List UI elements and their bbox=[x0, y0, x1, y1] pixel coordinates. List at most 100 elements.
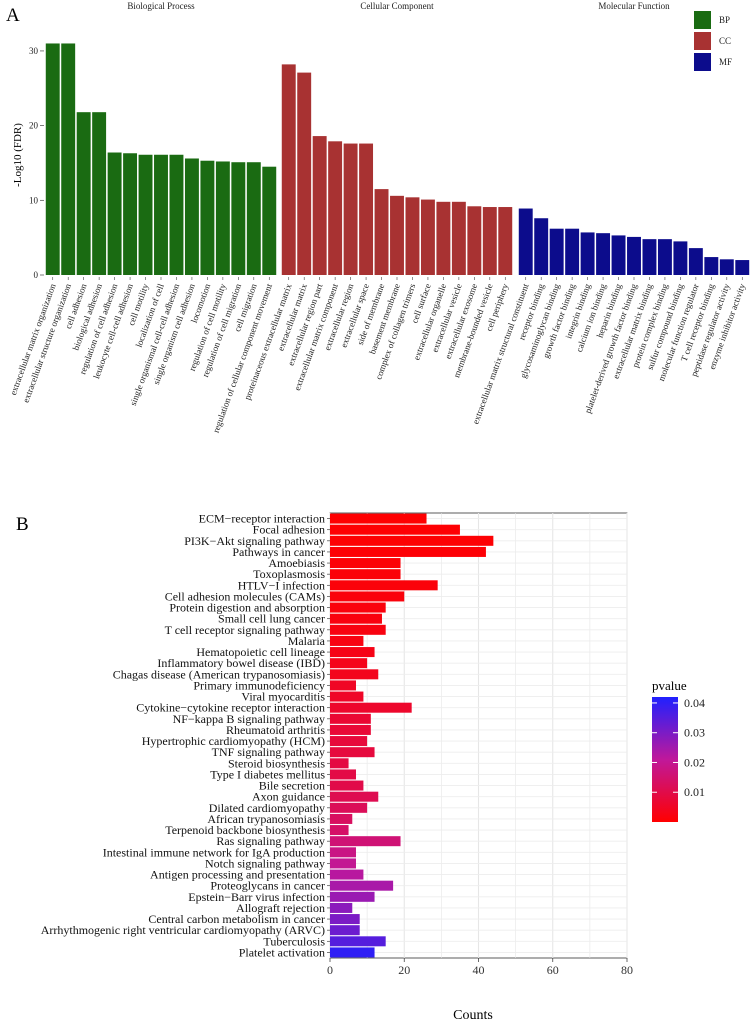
go-bar bbox=[735, 260, 750, 275]
pathway-label: Protein digestion and absorption bbox=[169, 601, 325, 615]
go-bar bbox=[312, 136, 327, 275]
pathway-bar bbox=[330, 713, 371, 724]
pathway-bar bbox=[330, 758, 349, 769]
pathway-bar bbox=[330, 780, 364, 791]
panel-a-legend: BP CC MF bbox=[694, 11, 732, 71]
pathway-label: ECM−receptor interaction bbox=[199, 512, 325, 526]
pathway-bar bbox=[330, 613, 382, 624]
x-tick-label: 60 bbox=[547, 963, 559, 977]
go-bar bbox=[565, 228, 580, 275]
panel-b-bars bbox=[330, 513, 494, 958]
pathway-label: TNF signaling pathway bbox=[212, 745, 325, 759]
go-bar bbox=[262, 166, 277, 275]
pathway-label: African trypanosomiasis bbox=[207, 812, 325, 826]
pathway-bar bbox=[330, 802, 368, 813]
pathway-bar bbox=[330, 669, 379, 680]
go-bar bbox=[657, 239, 672, 275]
pathway-label: Type I diabetes mellitus bbox=[210, 767, 325, 781]
pathway-bar bbox=[330, 936, 386, 947]
go-bar bbox=[154, 154, 168, 275]
go-bar bbox=[673, 241, 688, 275]
go-bar bbox=[343, 143, 358, 275]
pathway-bar bbox=[330, 635, 364, 646]
pathway-label: Central carbon metabolism in cancer bbox=[148, 912, 325, 926]
go-bar bbox=[123, 153, 138, 275]
pathway-bar bbox=[330, 891, 375, 902]
pathway-label: Tuberculosis bbox=[263, 934, 325, 948]
go-bar bbox=[627, 236, 641, 275]
pathway-bar bbox=[330, 624, 386, 635]
pathway-label: Platelet activation bbox=[239, 945, 325, 959]
x-tick-label: 80 bbox=[621, 963, 633, 977]
pathway-bar bbox=[330, 658, 368, 669]
go-bar bbox=[518, 208, 533, 275]
pathway-label: Primary immunodeficiency bbox=[193, 678, 325, 692]
pathway-label: Rheumatoid arthritis bbox=[226, 723, 325, 737]
go-bar bbox=[688, 248, 703, 275]
pathway-label: HTLV−I infection bbox=[238, 578, 325, 592]
pathway-bar bbox=[330, 602, 386, 613]
legend-label: CC bbox=[719, 36, 731, 46]
go-bar bbox=[405, 197, 420, 275]
pathway-bar bbox=[330, 535, 494, 546]
go-bar bbox=[169, 154, 184, 275]
pathway-label: Toxoplasmosis bbox=[253, 567, 325, 581]
pathway-bar bbox=[330, 680, 356, 691]
pvalue-colorbar: pvalue 0.04 0.03 0.02 0.01 bbox=[652, 678, 705, 822]
pathway-bar bbox=[330, 836, 401, 847]
go-bar bbox=[451, 201, 466, 275]
pathway-label: Amoebiasis bbox=[268, 556, 325, 570]
facet-title: Molecular Function bbox=[598, 1, 670, 11]
pathway-label: Axon guidance bbox=[252, 790, 325, 804]
pathway-bar bbox=[330, 880, 394, 891]
pathway-bar bbox=[330, 513, 427, 524]
colorbar-tick-label: 0.02 bbox=[684, 755, 705, 769]
pathway-label: Cell adhesion molecules (CAMs) bbox=[165, 589, 325, 603]
panel-b-x-axis-label: Counts bbox=[453, 1008, 493, 1023]
panel-a-y-axis-label: -Log10 (FDR) bbox=[12, 123, 24, 187]
pathway-label: PI3K−Akt signaling pathway bbox=[184, 534, 325, 548]
pathway-bar bbox=[330, 558, 401, 569]
pathway-label: Bile secretion bbox=[259, 779, 325, 793]
pathway-label: Pathways in cancer bbox=[232, 545, 325, 559]
pathway-bar bbox=[330, 524, 460, 535]
pathway-label: Proteoglycans in cancer bbox=[210, 879, 325, 893]
pathway-bar bbox=[330, 702, 412, 713]
pathway-bar bbox=[330, 813, 353, 824]
colorbar-tick-label: 0.03 bbox=[684, 726, 705, 740]
pathway-label: Notch signaling pathway bbox=[205, 856, 325, 870]
panel-a-y-axis: 0 10 20 30 bbox=[29, 46, 44, 280]
x-tick-label: 0 bbox=[327, 963, 333, 977]
go-bar bbox=[498, 207, 513, 275]
pathway-bar bbox=[330, 902, 353, 913]
go-bar bbox=[390, 195, 404, 275]
y-tick-label: 10 bbox=[29, 195, 39, 205]
y-tick-label: 30 bbox=[29, 46, 39, 56]
pathway-label: Dilated cardiomyopathy bbox=[209, 801, 325, 815]
go-bar bbox=[719, 259, 734, 275]
go-bar bbox=[281, 64, 296, 275]
x-tick-label: 20 bbox=[398, 963, 410, 977]
pathway-bar bbox=[330, 647, 375, 658]
go-bar bbox=[611, 235, 626, 275]
go-bar bbox=[138, 154, 153, 275]
colorbar-tick-label: 0.01 bbox=[684, 785, 705, 799]
pathway-label: NF−kappa B signaling pathway bbox=[173, 712, 325, 726]
go-bar bbox=[328, 141, 343, 275]
pathway-bar bbox=[330, 769, 356, 780]
legend-label: BP bbox=[719, 15, 730, 25]
pathway-label: Epstein−Barr virus infection bbox=[188, 890, 325, 904]
go-bar bbox=[534, 218, 549, 275]
pathway-label: Arrhythmogenic right ventricular cardiom… bbox=[41, 923, 325, 937]
pathway-bar bbox=[330, 580, 438, 591]
colorbar-tick-label: 0.04 bbox=[684, 696, 705, 710]
go-bar bbox=[580, 232, 595, 275]
pathway-bar bbox=[330, 569, 401, 580]
pathway-label: Cytokine−cytokine receptor interaction bbox=[136, 701, 325, 715]
colorbar-title: pvalue bbox=[652, 678, 687, 693]
pathway-label: Chagas disease (American trypanosomiasis… bbox=[113, 667, 325, 681]
